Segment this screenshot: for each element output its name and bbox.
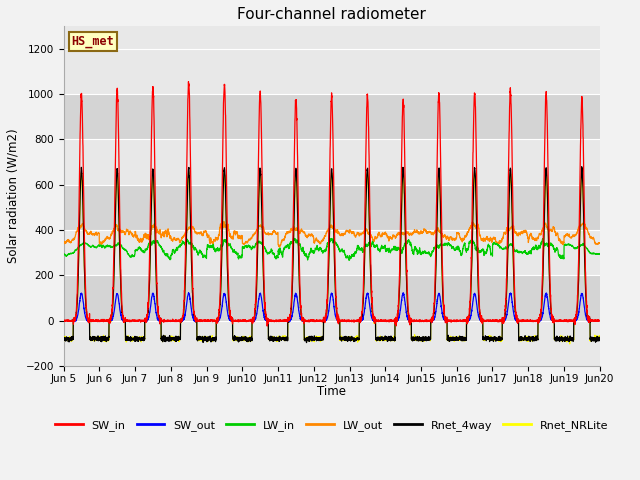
Y-axis label: Solar radiation (W/m2): Solar radiation (W/m2): [7, 129, 20, 264]
X-axis label: Time: Time: [317, 385, 346, 398]
Text: HS_met: HS_met: [72, 35, 115, 48]
Title: Four-channel radiometer: Four-channel radiometer: [237, 7, 426, 22]
Bar: [63, 139, 600, 185]
Bar: [63, 94, 600, 139]
Bar: [63, 276, 600, 321]
Bar: [63, 185, 600, 230]
Bar: [63, 230, 600, 276]
Legend: SW_in, SW_out, LW_in, LW_out, Rnet_4way, Rnet_NRLite: SW_in, SW_out, LW_in, LW_out, Rnet_4way,…: [51, 416, 613, 436]
Bar: [63, 321, 600, 366]
Bar: [63, 48, 600, 94]
